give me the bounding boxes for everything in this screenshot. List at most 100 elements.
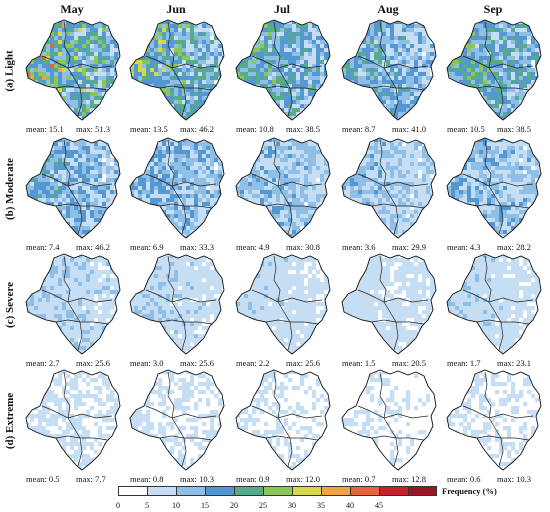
max-value: max: 25.6 <box>76 358 110 368</box>
province-boundary <box>357 55 429 69</box>
region-outline <box>129 19 225 121</box>
province-boundary <box>167 21 175 69</box>
max-value: max: 51.3 <box>76 124 110 134</box>
province-boundary <box>273 255 281 303</box>
max-value: max: 38.5 <box>286 124 320 134</box>
frequency-map <box>129 369 225 471</box>
colorbar-tick: 10 <box>172 501 180 510</box>
province-boundary <box>393 437 399 467</box>
region-outline <box>341 137 437 239</box>
province-boundary <box>167 255 175 303</box>
region-outline <box>341 19 437 121</box>
province-boundary <box>63 255 71 303</box>
colorbar-cell <box>263 486 292 496</box>
row-label: (d) Extreme <box>2 366 18 476</box>
province-boundary <box>287 321 293 351</box>
frequency-map <box>129 19 225 121</box>
map-panel <box>443 250 543 358</box>
frequency-map <box>341 369 437 471</box>
frequency-raster <box>342 370 436 470</box>
province-boundary <box>41 405 113 419</box>
mean-value: mean: 10.8 <box>236 124 274 134</box>
colorbar-cell <box>234 486 263 496</box>
frequency-raster <box>26 370 120 470</box>
colorbar-cell <box>176 486 205 496</box>
region-outline <box>235 369 331 471</box>
province-boundary <box>476 319 502 323</box>
mean-value: mean: 13.5 <box>130 124 168 134</box>
province-boundary <box>379 255 387 303</box>
max-value: max: 46.2 <box>76 242 110 252</box>
province-boundary <box>63 21 71 69</box>
colorbar-tick: 35 <box>317 501 325 510</box>
province-boundary <box>63 139 71 187</box>
province-boundary <box>379 21 387 69</box>
province-boundary <box>77 321 83 351</box>
province-boundary <box>181 87 187 117</box>
map-panel <box>338 250 438 358</box>
map-panel <box>232 16 332 124</box>
province-boundary <box>265 319 291 323</box>
frequency-map <box>235 19 331 121</box>
frequency-map <box>25 369 121 471</box>
column-title-may: May <box>60 2 84 16</box>
province-boundary <box>357 405 429 419</box>
colorbar-tick: 25 <box>259 501 267 510</box>
region-outline <box>25 369 121 471</box>
mean-value: mean: 6.9 <box>130 242 164 252</box>
province-boundary <box>379 139 387 187</box>
province-boundary <box>63 371 71 419</box>
frequency-raster <box>447 370 541 470</box>
colorbar-tick: 40 <box>346 501 354 510</box>
map-panel <box>126 16 226 124</box>
province-boundary <box>273 21 281 69</box>
colorbar-tick: 15 <box>201 501 209 510</box>
mean-value: mean: 2.2 <box>236 358 270 368</box>
frequency-raster <box>130 138 224 238</box>
province-boundary <box>159 319 185 323</box>
frequency-map <box>235 137 331 239</box>
max-value: max: 25.6 <box>286 358 320 368</box>
region-outline <box>235 19 331 121</box>
province-boundary <box>251 405 323 419</box>
province-boundary <box>251 173 323 187</box>
region-outline <box>446 369 542 471</box>
province-boundary <box>462 289 534 303</box>
max-value: max: 28.2 <box>497 242 531 252</box>
row-label-text: (c) Severe <box>4 282 17 328</box>
map-panel <box>443 366 543 474</box>
column-title-jun: Jun <box>166 2 186 16</box>
frequency-raster <box>447 138 541 238</box>
province-boundary <box>498 87 504 117</box>
province-boundary <box>498 437 504 467</box>
province-boundary <box>145 55 217 69</box>
mean-value: mean: 3.6 <box>342 242 376 252</box>
frequency-raster <box>26 20 120 120</box>
mean-value: mean: 1.5 <box>342 358 376 368</box>
province-boundary <box>371 435 397 439</box>
max-value: max: 12.0 <box>286 474 320 484</box>
mean-value: mean: 0.9 <box>236 474 270 484</box>
province-boundary <box>371 85 397 89</box>
province-boundary <box>476 435 502 439</box>
map-panel <box>126 134 226 242</box>
province-boundary <box>273 139 281 187</box>
map-panel <box>22 16 122 124</box>
frequency-raster <box>447 20 541 120</box>
row-label-text: (d) Extreme <box>4 392 16 450</box>
map-panel <box>22 134 122 242</box>
frequency-raster <box>236 370 330 470</box>
mean-value: mean: 2.7 <box>26 358 60 368</box>
region-outline <box>129 137 225 239</box>
province-boundary <box>181 205 187 235</box>
column-title-sep: Sep <box>483 2 503 16</box>
row-label-text: (a) Light <box>4 50 16 92</box>
frequency-map <box>341 19 437 121</box>
province-boundary <box>41 173 113 187</box>
region-outline <box>446 253 542 355</box>
frequency-raster <box>130 20 224 120</box>
frequency-map <box>129 137 225 239</box>
province-boundary <box>287 205 293 235</box>
frequency-map <box>341 253 437 355</box>
max-value: max: 33.3 <box>180 242 214 252</box>
